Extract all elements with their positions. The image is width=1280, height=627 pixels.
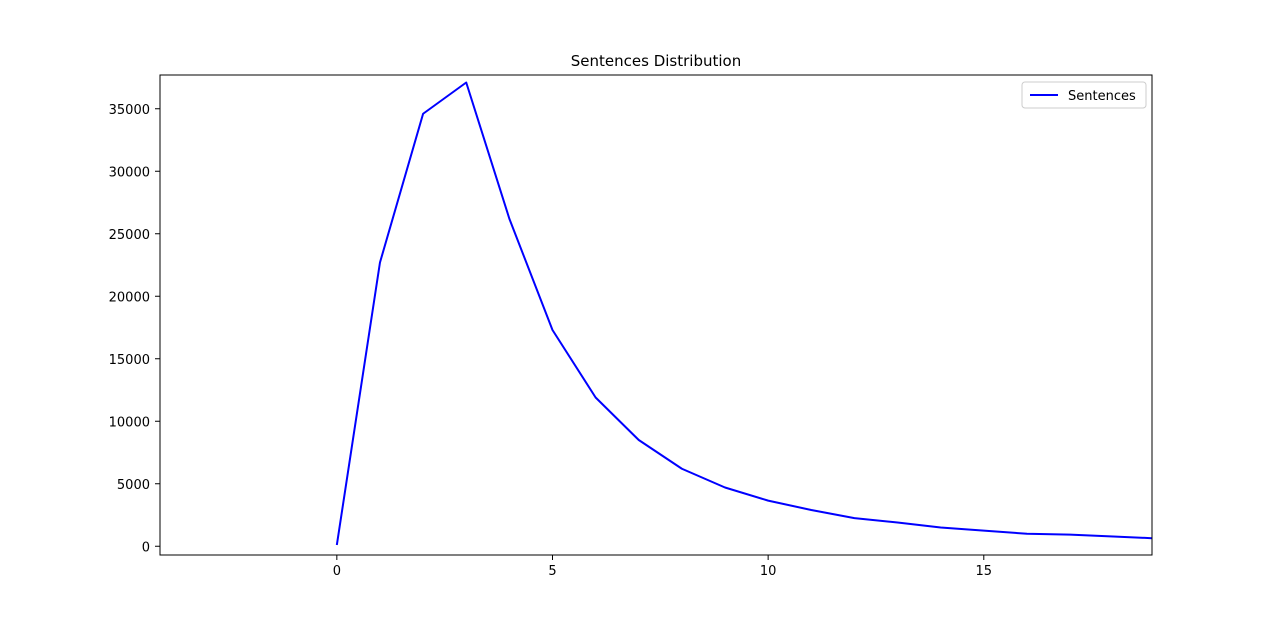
x-tick-label: 15 [976, 564, 993, 579]
x-tick-label: 10 [760, 564, 777, 579]
x-tick-label: 0 [333, 564, 341, 579]
y-tick-label: 35000 [109, 103, 150, 118]
y-tick-label: 5000 [117, 478, 150, 493]
y-tick-label: 10000 [109, 415, 150, 430]
plot-frame [159, 74, 1153, 556]
y-tick-label: 25000 [109, 228, 150, 243]
y-tick-label: 15000 [109, 353, 150, 368]
legend-box [1021, 81, 1147, 109]
series-line-sentences [335, 81, 1152, 546]
y-tick-label: 20000 [109, 290, 150, 305]
x-tick-label: 5 [548, 564, 556, 579]
legend-label: Sentences [1068, 89, 1136, 104]
chart-title: Sentences Distribution [571, 52, 741, 70]
y-tick-label: 30000 [109, 165, 150, 180]
y-tick-label: 0 [142, 540, 150, 555]
